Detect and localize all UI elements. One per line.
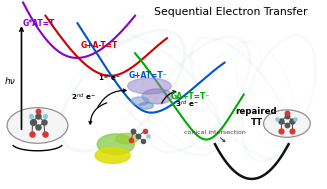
Text: repaired
TT: repaired TT <box>236 107 277 127</box>
Point <box>140 140 146 143</box>
Point <box>292 117 298 120</box>
Polygon shape <box>97 134 134 155</box>
Text: 2$^{nd}$ e$^{-}$: 2$^{nd}$ e$^{-}$ <box>71 91 96 103</box>
Point <box>279 119 284 122</box>
Point <box>129 138 134 141</box>
Point <box>284 115 289 118</box>
Point <box>275 117 280 120</box>
Point <box>28 115 34 118</box>
Point <box>36 110 41 113</box>
Point <box>279 129 284 132</box>
Circle shape <box>264 110 310 137</box>
Point <box>290 119 295 122</box>
Circle shape <box>7 108 68 143</box>
Text: G+A‐T=T: G+A‐T=T <box>81 41 118 50</box>
Text: G*AT=T: G*AT=T <box>23 19 56 28</box>
Point <box>36 126 41 129</box>
Point <box>284 124 289 127</box>
Point <box>131 130 136 133</box>
Point <box>41 120 46 123</box>
Text: 1$^{st}$ e$^{-}$: 1$^{st}$ e$^{-}$ <box>98 72 121 83</box>
Text: 3$^{rd}$ e$^{-}$: 3$^{rd}$ e$^{-}$ <box>175 99 199 110</box>
Point <box>284 112 289 115</box>
Text: Sequential Electron Transfer: Sequential Electron Transfer <box>154 7 308 17</box>
Point <box>290 129 295 132</box>
Polygon shape <box>131 97 149 105</box>
Polygon shape <box>142 89 173 104</box>
Polygon shape <box>116 133 138 144</box>
Polygon shape <box>139 102 153 109</box>
Point <box>29 132 35 135</box>
Point <box>136 135 141 138</box>
Text: hν: hν <box>5 77 16 86</box>
Polygon shape <box>128 78 171 94</box>
Point <box>43 115 48 118</box>
Point <box>142 130 147 133</box>
Polygon shape <box>95 148 130 163</box>
Point <box>42 132 47 135</box>
Text: conical intersection: conical intersection <box>184 130 246 136</box>
Point <box>146 134 151 137</box>
Text: G+AT=T⁻: G+AT=T⁻ <box>129 71 167 80</box>
Point <box>30 120 35 123</box>
Text: GA+T=T⁻: GA+T=T⁻ <box>170 92 210 101</box>
Point <box>36 115 41 118</box>
